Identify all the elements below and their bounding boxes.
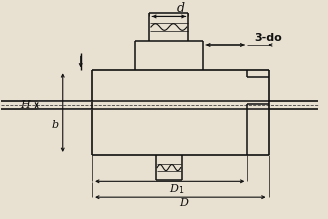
Text: b: b — [51, 120, 58, 130]
Text: d: d — [177, 2, 185, 15]
Text: D: D — [179, 198, 188, 208]
Text: 3-do: 3-do — [254, 33, 281, 43]
Text: H: H — [20, 100, 30, 110]
Text: D$_1$: D$_1$ — [169, 182, 184, 196]
